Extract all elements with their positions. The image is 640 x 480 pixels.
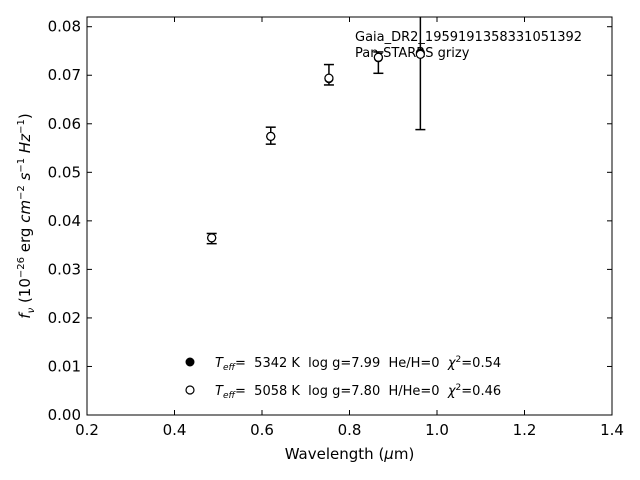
data-point-open: [324, 73, 334, 83]
y-tick-label: 0.04: [48, 212, 81, 230]
y-tick-label: 0.03: [48, 260, 81, 278]
y-tick-label: 0.02: [48, 309, 81, 327]
x-tick-label: 1.2: [513, 421, 537, 439]
y-tick-label: 0.01: [48, 357, 81, 375]
x-axis-label: Wavelength (μm): [285, 445, 415, 463]
annotation-survey: Pan-STARRS grizy: [355, 46, 470, 61]
x-tick-label: 0.2: [75, 421, 99, 439]
y-tick-label: 0.00: [48, 406, 81, 424]
y-tick-label: 0.07: [48, 66, 81, 84]
x-tick-label: 0.8: [338, 421, 362, 439]
data-points: [207, 48, 425, 243]
y-tick-label: 0.08: [48, 18, 81, 36]
annotation-object-id: Gaia_DR2_1959191358331051392: [355, 30, 582, 45]
x-tick-label: 1.0: [425, 421, 449, 439]
y-axis: 0.00 0.01 0.02 0.03 0.04 0.05 0.06 0.07 0.08: [48, 18, 612, 424]
legend-entry-2: Teff= 5058 K log g=7.80 H/He=0 χ2=0.46: [215, 383, 501, 401]
y-tick-label: 0.06: [48, 115, 81, 133]
x-tick-label: 1.4: [600, 421, 624, 439]
legend-marker-open: [185, 385, 195, 395]
x-tick-label: 0.6: [250, 421, 274, 439]
legend-entry-1: Teff= 5342 K log g=7.99 He/H=0 χ2=0.54: [215, 355, 501, 373]
legend-marker-filled: [185, 357, 195, 367]
legend: Teff= 5342 K log g=7.99 He/H=0 χ2=0.54 T…: [185, 355, 501, 401]
y-tick-label: 0.05: [48, 163, 81, 181]
data-point-open: [373, 52, 383, 62]
y-axis-label: fν (10−26 erg cm−2 s−1 Hz−1): [16, 113, 37, 318]
x-axis: 0.2 0.4 0.6 0.8 1.0 1.2 1.4: [75, 17, 624, 439]
data-point-open: [415, 49, 425, 59]
x-tick-label: 0.4: [163, 421, 187, 439]
data-point-open: [207, 233, 217, 243]
data-point-open: [266, 131, 276, 141]
